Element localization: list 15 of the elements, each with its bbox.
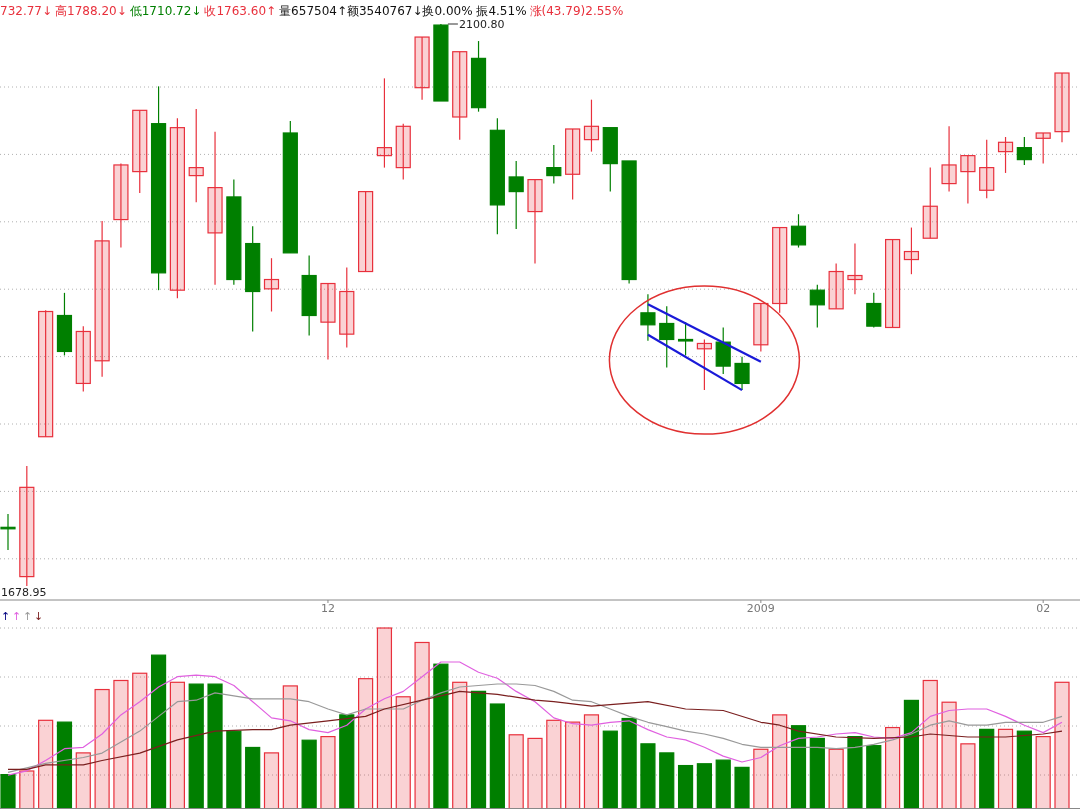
- annotation: 2100.80: [458, 18, 505, 31]
- header: 涨(43.79)2.55%: [529, 4, 624, 18]
- header: 量657504↑额3540767↓换0.00% 振4.51%: [279, 4, 527, 18]
- annotation: ↓: [34, 610, 44, 623]
- x-tick-label: 12: [320, 602, 335, 615]
- header: 收1763.60↑: [204, 4, 277, 18]
- header: 732.77↓: [0, 4, 53, 18]
- x-tick-label: 02: [1036, 602, 1051, 615]
- annotation: 1678.95: [1, 586, 47, 599]
- annotation: ↑: [23, 610, 33, 623]
- annotation: ↑: [1, 610, 11, 623]
- header: 高1788.20↓: [55, 4, 127, 18]
- annotation: ↑: [12, 610, 22, 623]
- x-tick-label: 2009: [746, 602, 775, 615]
- header: 低1710.72↓: [129, 4, 202, 18]
